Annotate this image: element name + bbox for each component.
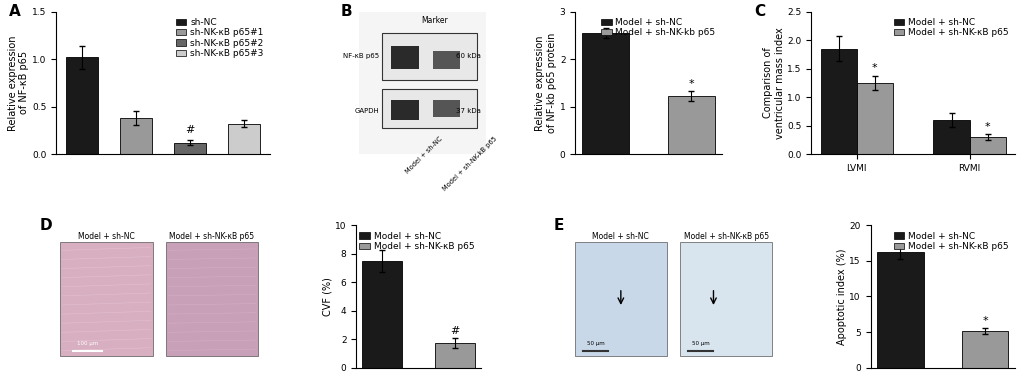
Text: Model + sh-NK-κB p65: Model + sh-NK-κB p65 xyxy=(169,232,254,241)
Bar xyxy=(227,123,260,154)
Bar xyxy=(173,143,206,154)
Bar xyxy=(390,46,419,68)
Y-axis label: Relative expression
of NF-κB p65: Relative expression of NF-κB p65 xyxy=(7,35,30,130)
Text: NF-κB p65: NF-κB p65 xyxy=(343,53,379,60)
Legend: Model + sh-NC, Model + sh-NK-kb p65: Model + sh-NC, Model + sh-NK-kb p65 xyxy=(598,16,716,39)
Legend: sh-NC, sh-NK-κB p65#1, sh-NK-κB p65#2, sh-NK-κB p65#3: sh-NC, sh-NK-κB p65#1, sh-NK-κB p65#2, s… xyxy=(173,16,265,60)
Bar xyxy=(820,49,856,154)
Y-axis label: Comparison of
ventricular mass index: Comparison of ventricular mass index xyxy=(762,27,784,139)
Text: A: A xyxy=(9,5,20,19)
Text: GAPDH: GAPDH xyxy=(355,108,379,114)
Text: Model + sh-NC: Model + sh-NC xyxy=(592,232,648,241)
Bar xyxy=(382,89,476,128)
Text: B: B xyxy=(340,5,352,19)
Text: Model + sh-NK-kB p65: Model + sh-NK-kB p65 xyxy=(441,135,497,192)
Text: *: * xyxy=(983,122,989,132)
Bar xyxy=(382,33,476,80)
Text: 50 μm: 50 μm xyxy=(586,341,604,346)
Bar xyxy=(66,57,98,154)
Bar xyxy=(961,331,1008,368)
Bar xyxy=(362,261,401,368)
Text: Marker: Marker xyxy=(421,16,448,25)
Y-axis label: Apoptotic index (%): Apoptotic index (%) xyxy=(836,248,846,345)
Bar xyxy=(581,33,629,154)
Bar xyxy=(390,100,419,120)
Bar xyxy=(434,343,475,368)
Text: C: C xyxy=(754,5,765,19)
Text: D: D xyxy=(39,218,52,233)
Legend: Model + sh-NC, Model + sh-NK-κB p65: Model + sh-NC, Model + sh-NK-κB p65 xyxy=(357,230,476,253)
Text: 50 μm: 50 μm xyxy=(691,341,709,346)
Text: Model + sh-NC: Model + sh-NC xyxy=(78,232,135,241)
Bar xyxy=(432,51,460,68)
Bar xyxy=(932,120,969,154)
Text: Model + sh-NC: Model + sh-NC xyxy=(405,135,443,175)
Legend: Model + sh-NC, Model + sh-NK-κB p65: Model + sh-NC, Model + sh-NK-κB p65 xyxy=(891,230,1010,253)
Y-axis label: CVF (%): CVF (%) xyxy=(322,277,332,316)
Bar xyxy=(856,83,892,154)
Text: *: * xyxy=(871,63,876,73)
Bar xyxy=(432,100,460,117)
Bar xyxy=(876,252,923,368)
Legend: Model + sh-NC, Model + sh-NK-κB p65: Model + sh-NC, Model + sh-NK-κB p65 xyxy=(891,16,1010,39)
Bar xyxy=(969,137,1005,154)
Text: #: # xyxy=(449,326,460,336)
Text: Model + sh-NK-κB p65: Model + sh-NK-κB p65 xyxy=(683,232,768,241)
Text: 60 kDa: 60 kDa xyxy=(455,53,480,60)
Text: 100 μm: 100 μm xyxy=(77,341,98,346)
Text: *: * xyxy=(981,316,986,326)
Text: *: * xyxy=(688,79,694,89)
Bar xyxy=(119,118,152,154)
Text: E: E xyxy=(553,218,564,233)
Text: #: # xyxy=(185,125,195,135)
Bar xyxy=(667,96,714,154)
Y-axis label: Relative expression
of NF-kb p65 protein: Relative expression of NF-kb p65 protein xyxy=(535,33,556,133)
Text: 37 kDa: 37 kDa xyxy=(455,108,480,114)
